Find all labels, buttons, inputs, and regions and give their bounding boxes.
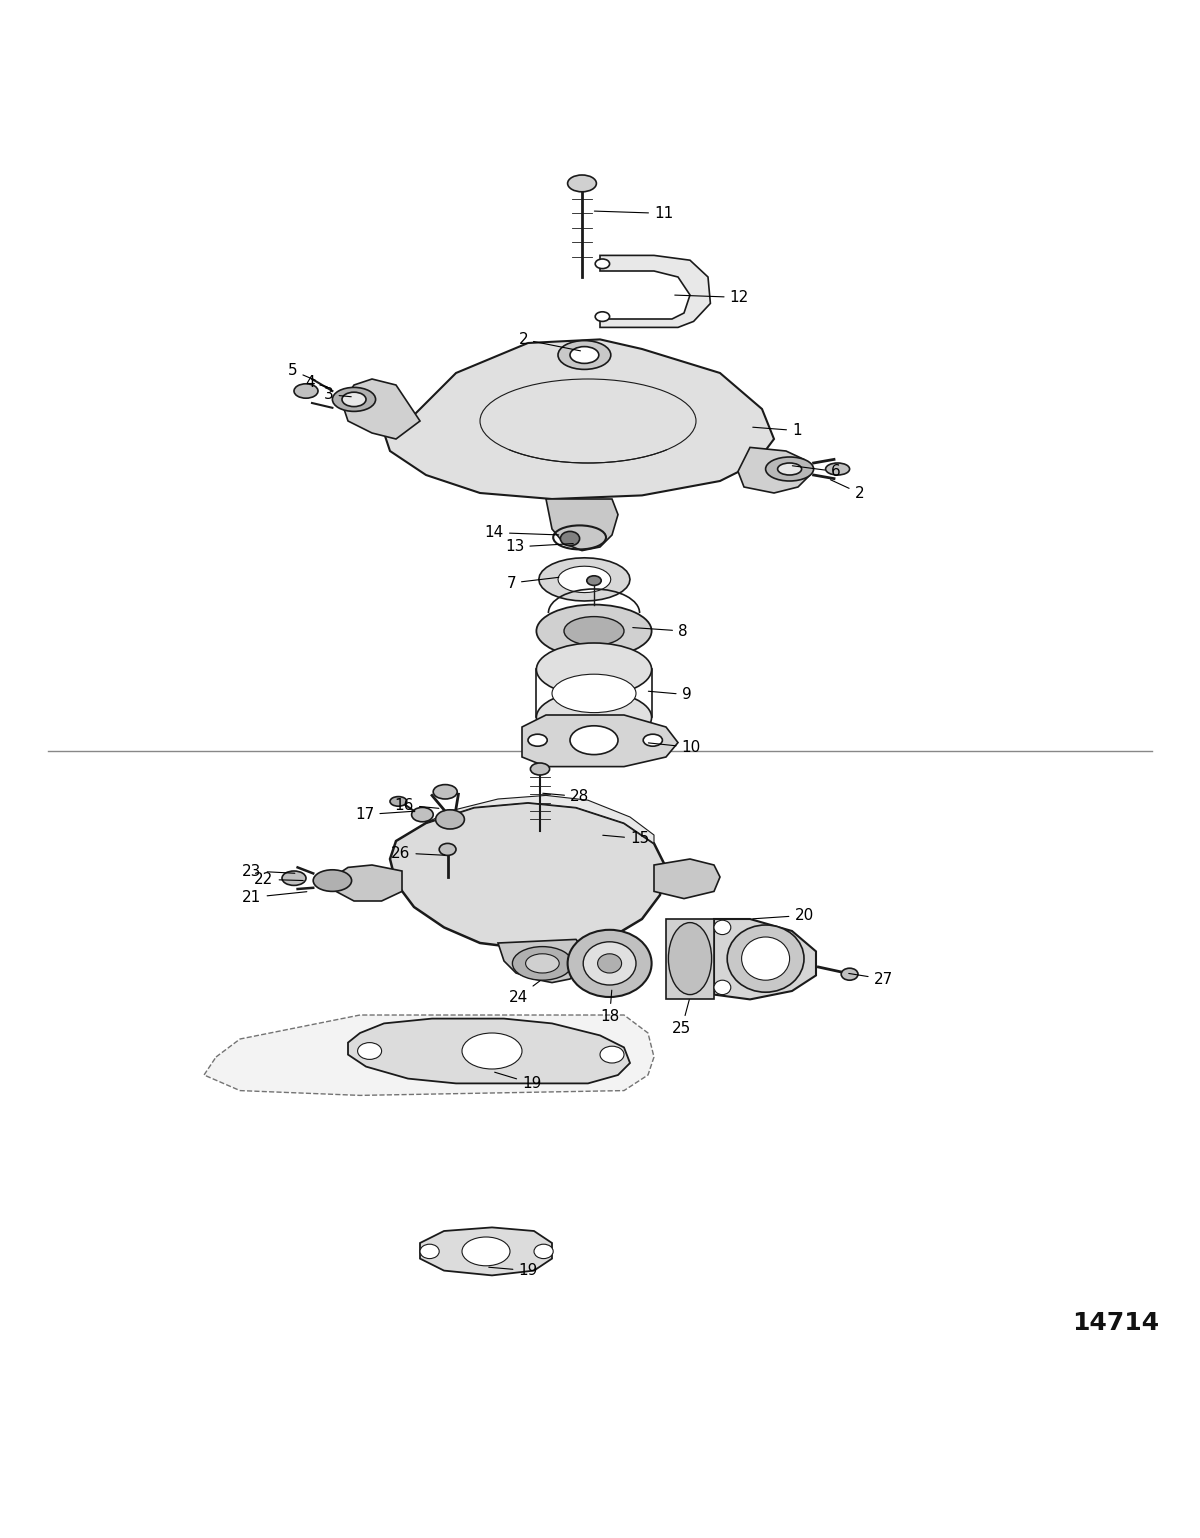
Ellipse shape xyxy=(727,924,804,992)
Ellipse shape xyxy=(598,954,622,974)
Ellipse shape xyxy=(568,175,596,192)
Ellipse shape xyxy=(536,643,652,695)
Ellipse shape xyxy=(826,463,850,475)
Text: 2: 2 xyxy=(518,332,581,351)
Ellipse shape xyxy=(595,258,610,269)
Polygon shape xyxy=(546,498,618,551)
Polygon shape xyxy=(666,920,714,1000)
Text: 19: 19 xyxy=(488,1263,538,1278)
Polygon shape xyxy=(498,940,584,983)
Polygon shape xyxy=(600,255,710,328)
Text: 9: 9 xyxy=(648,687,691,703)
Ellipse shape xyxy=(576,346,590,357)
Text: 20: 20 xyxy=(752,907,814,923)
Ellipse shape xyxy=(714,980,731,995)
Text: 10: 10 xyxy=(648,740,701,755)
Ellipse shape xyxy=(530,763,550,775)
Text: 2: 2 xyxy=(830,480,864,500)
Text: 27: 27 xyxy=(848,972,893,986)
Text: 13: 13 xyxy=(505,540,574,555)
Ellipse shape xyxy=(342,392,366,406)
Ellipse shape xyxy=(668,923,712,995)
Ellipse shape xyxy=(390,797,407,806)
Polygon shape xyxy=(714,920,816,1000)
Polygon shape xyxy=(539,558,630,601)
Polygon shape xyxy=(420,1227,552,1275)
Text: 12: 12 xyxy=(674,289,749,305)
Text: 6: 6 xyxy=(792,464,840,478)
Ellipse shape xyxy=(595,312,610,321)
Text: 7: 7 xyxy=(506,575,559,591)
Ellipse shape xyxy=(528,734,547,746)
Ellipse shape xyxy=(439,843,456,855)
Ellipse shape xyxy=(412,807,433,821)
Ellipse shape xyxy=(536,604,652,657)
Polygon shape xyxy=(342,378,420,438)
Ellipse shape xyxy=(564,617,624,646)
Ellipse shape xyxy=(564,341,602,361)
Polygon shape xyxy=(426,795,654,843)
Text: 3: 3 xyxy=(324,388,352,401)
Text: 23: 23 xyxy=(242,863,295,878)
Ellipse shape xyxy=(282,871,306,886)
Text: 19: 19 xyxy=(494,1072,541,1090)
Polygon shape xyxy=(558,566,611,592)
Text: 16: 16 xyxy=(395,798,439,812)
Ellipse shape xyxy=(600,1046,624,1063)
Ellipse shape xyxy=(332,388,376,411)
Ellipse shape xyxy=(742,937,790,980)
Text: 28: 28 xyxy=(542,789,589,804)
Ellipse shape xyxy=(534,1244,553,1258)
Ellipse shape xyxy=(462,1034,522,1069)
Polygon shape xyxy=(334,864,402,901)
Text: 4: 4 xyxy=(305,375,328,391)
Ellipse shape xyxy=(552,674,636,712)
Text: 11: 11 xyxy=(594,206,673,221)
Polygon shape xyxy=(522,715,678,766)
Ellipse shape xyxy=(568,930,652,997)
Ellipse shape xyxy=(560,532,580,546)
Text: 17: 17 xyxy=(355,807,415,823)
Ellipse shape xyxy=(766,457,814,481)
Ellipse shape xyxy=(570,346,599,363)
Ellipse shape xyxy=(536,691,652,744)
Ellipse shape xyxy=(433,784,457,800)
Text: 5: 5 xyxy=(288,363,316,380)
Ellipse shape xyxy=(570,726,618,755)
Text: 24: 24 xyxy=(509,981,540,1004)
Ellipse shape xyxy=(420,1244,439,1258)
Ellipse shape xyxy=(583,941,636,984)
Ellipse shape xyxy=(714,920,731,935)
Text: 8: 8 xyxy=(632,623,688,638)
Text: 26: 26 xyxy=(391,846,445,860)
Ellipse shape xyxy=(778,463,802,475)
Ellipse shape xyxy=(526,954,559,974)
Ellipse shape xyxy=(436,811,464,829)
Polygon shape xyxy=(384,340,774,498)
Ellipse shape xyxy=(558,340,611,369)
Text: 18: 18 xyxy=(600,990,619,1024)
Text: 14: 14 xyxy=(485,524,559,540)
Text: 25: 25 xyxy=(672,1000,691,1037)
Text: 1: 1 xyxy=(752,423,802,438)
Polygon shape xyxy=(348,1018,630,1083)
Polygon shape xyxy=(738,448,810,494)
Ellipse shape xyxy=(462,1237,510,1266)
Ellipse shape xyxy=(313,871,352,892)
Ellipse shape xyxy=(587,575,601,586)
Polygon shape xyxy=(390,803,666,949)
Ellipse shape xyxy=(358,1043,382,1060)
Text: 15: 15 xyxy=(602,831,649,846)
Text: 22: 22 xyxy=(254,872,304,887)
Ellipse shape xyxy=(512,946,572,980)
Text: 21: 21 xyxy=(242,891,307,904)
Polygon shape xyxy=(204,1015,654,1095)
Polygon shape xyxy=(654,860,720,898)
Text: 14714: 14714 xyxy=(1073,1312,1159,1335)
Ellipse shape xyxy=(643,734,662,746)
Ellipse shape xyxy=(841,969,858,980)
Ellipse shape xyxy=(294,384,318,398)
